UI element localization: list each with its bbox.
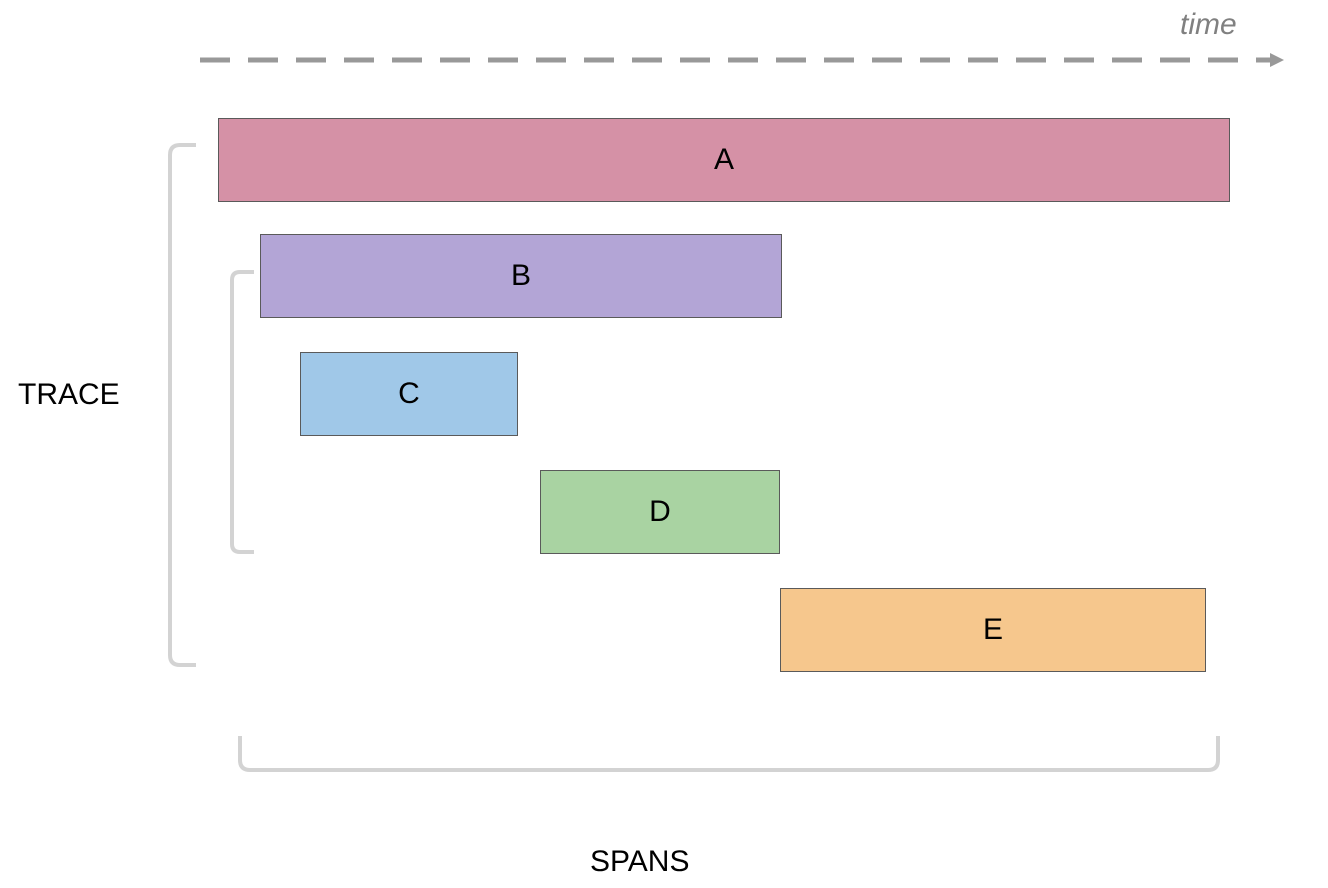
trace-diagram: time TRACE ABCDE SPANS [0, 0, 1328, 888]
span-bar-c: C [300, 352, 518, 436]
span-bar-b: B [260, 234, 782, 318]
trace-bracket [168, 141, 204, 669]
time-axis-arrow [200, 45, 1288, 75]
span-bar-a: A [218, 118, 1230, 202]
spans-bracket [236, 736, 1222, 778]
span-bar-d: D [540, 470, 780, 554]
child-bracket [230, 268, 262, 556]
trace-label: TRACE [18, 378, 120, 412]
span-bar-e: E [780, 588, 1206, 672]
spans-label: SPANS [590, 845, 689, 879]
time-label: time [1180, 8, 1237, 42]
